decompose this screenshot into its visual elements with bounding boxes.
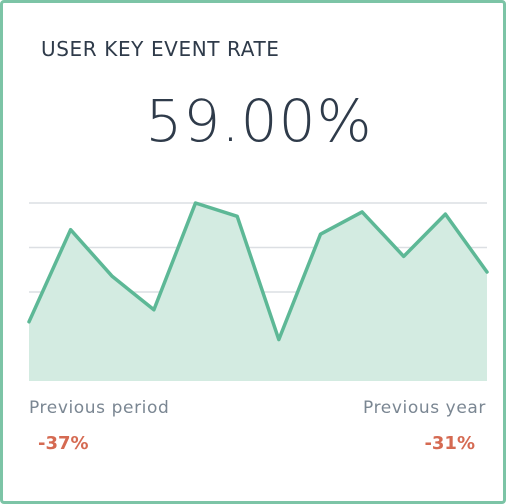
previous-year-change: -31%: [424, 433, 475, 454]
chart-series-line: [27, 201, 489, 342]
previous-period-change: -37%: [38, 433, 89, 454]
previous-year-label: Previous year: [363, 398, 486, 418]
chart-area-fill: [29, 203, 487, 381]
metric-value: 59.00%: [145, 87, 373, 155]
previous-period-label: Previous period: [29, 398, 170, 418]
widget-title: USER KEY EVENT RATE: [41, 37, 280, 61]
